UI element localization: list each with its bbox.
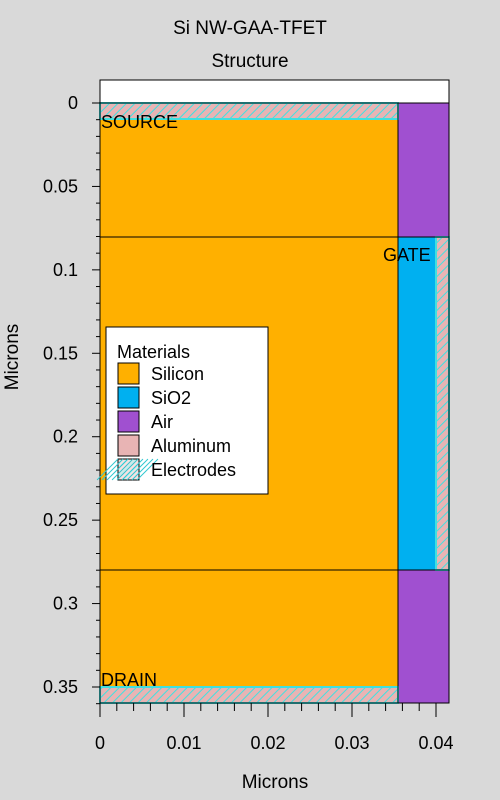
y-tick-label: 0.3 bbox=[53, 594, 78, 614]
y-tick-label: 0.15 bbox=[43, 343, 78, 363]
x-tick-label: 0.01 bbox=[166, 733, 201, 753]
source-label: SOURCE bbox=[101, 112, 178, 132]
drain-label: DRAIN bbox=[101, 670, 157, 690]
y-axis bbox=[92, 80, 100, 704]
air-region-bottom bbox=[398, 570, 449, 703]
y-tick-label: 0.25 bbox=[43, 510, 78, 530]
legend-swatch-aluminum bbox=[118, 435, 139, 456]
x-tick-label: 0.02 bbox=[250, 733, 285, 753]
x-axis-label: Microns bbox=[242, 772, 309, 793]
y-tick-label: 0.35 bbox=[43, 677, 78, 697]
y-tick-label: 0.05 bbox=[43, 176, 78, 196]
y-tick-labels: 0 0.05 0.1 0.15 0.2 0.25 0.3 0.35 bbox=[43, 93, 78, 697]
legend-swatch-silicon bbox=[118, 363, 139, 384]
y-tick-label: 0.1 bbox=[53, 260, 78, 280]
gate-label: GATE bbox=[383, 245, 431, 265]
gate-electrode bbox=[436, 237, 449, 570]
y-axis-label: Microns bbox=[2, 324, 23, 391]
x-axis bbox=[100, 703, 449, 717]
legend-swatch-sio2 bbox=[118, 387, 139, 408]
legend-title: Materials bbox=[117, 342, 190, 362]
x-tick-label: 0 bbox=[95, 733, 105, 753]
y-tick-label: 0.2 bbox=[53, 427, 78, 447]
air-region-top bbox=[398, 103, 449, 237]
x-tick-label: 0.04 bbox=[418, 733, 453, 753]
oxide-region bbox=[398, 237, 436, 570]
legend: Materials Silicon SiO2 Air Aluminum Electrod… bbox=[97, 327, 268, 494]
legend-swatch-air bbox=[118, 411, 139, 432]
legend-label-air: Air bbox=[151, 412, 173, 432]
legend-label-sio2: SiO2 bbox=[151, 388, 191, 408]
legend-label-electrodes: Electrodes bbox=[151, 460, 236, 480]
x-tick-labels: 0 0.01 0.02 0.03 0.04 bbox=[95, 733, 454, 753]
legend-label-silicon: Silicon bbox=[151, 364, 204, 384]
y-tick-label: 0 bbox=[68, 93, 78, 113]
x-tick-label: 0.03 bbox=[334, 733, 369, 753]
plot-title: Si NW-GAA-TFET bbox=[173, 18, 327, 39]
legend-label-aluminum: Aluminum bbox=[151, 436, 231, 456]
plot-subtitle: Structure bbox=[211, 51, 288, 72]
